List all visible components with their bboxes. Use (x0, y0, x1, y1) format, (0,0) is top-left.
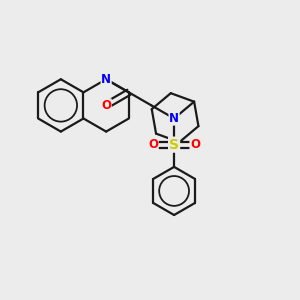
Text: S: S (169, 138, 179, 152)
Text: O: O (101, 99, 111, 112)
Text: N: N (101, 73, 111, 86)
Text: N: N (169, 112, 179, 125)
Text: O: O (148, 138, 158, 151)
Text: O: O (190, 138, 200, 151)
